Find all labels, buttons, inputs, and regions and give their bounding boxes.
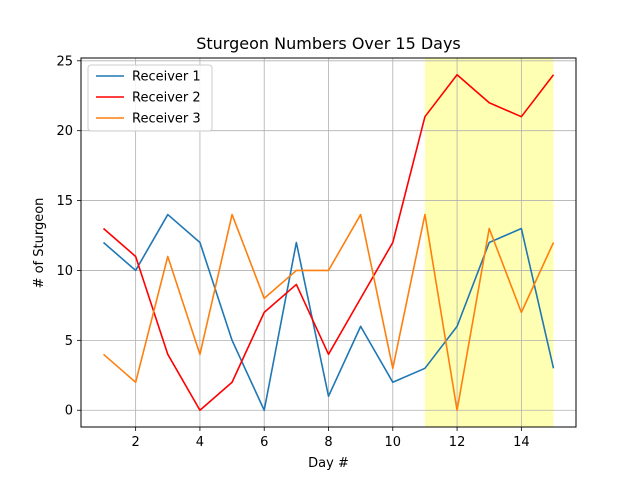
- y-axis-label: # of Sturgeon: [32, 198, 47, 289]
- series-line-2: [102, 73, 555, 412]
- legend-label: Receiver 2: [132, 91, 201, 106]
- chart-title: Sturgeon Numbers Over 15 Days: [196, 34, 461, 53]
- y-tick-label: 20: [56, 124, 73, 139]
- x-tick-label: 6: [260, 435, 268, 450]
- x-tick-label: 12: [449, 435, 466, 450]
- x-tick-label: 2: [132, 435, 140, 450]
- x-tick-label: 10: [385, 435, 402, 450]
- legend-box: [87, 64, 213, 132]
- series-line-1: [102, 213, 555, 412]
- x-tick-label: 4: [196, 435, 204, 450]
- series-line-3: [102, 213, 555, 412]
- x-tick-label: 14: [513, 435, 530, 450]
- y-tick-label: 15: [56, 194, 73, 209]
- y-tick-label: 5: [65, 334, 73, 349]
- y-tick-label: 25: [56, 54, 73, 69]
- x-axis-label: Day #: [308, 456, 349, 471]
- legend-label: Receiver 3: [132, 112, 201, 127]
- legend-label: Receiver 1: [132, 70, 201, 85]
- legend: Receiver 1 Receiver 2 Receiver 3: [87, 64, 213, 132]
- y-tick-label: 10: [56, 264, 73, 279]
- y-tick-label: 0: [65, 404, 73, 419]
- x-tick-label: 8: [324, 435, 332, 450]
